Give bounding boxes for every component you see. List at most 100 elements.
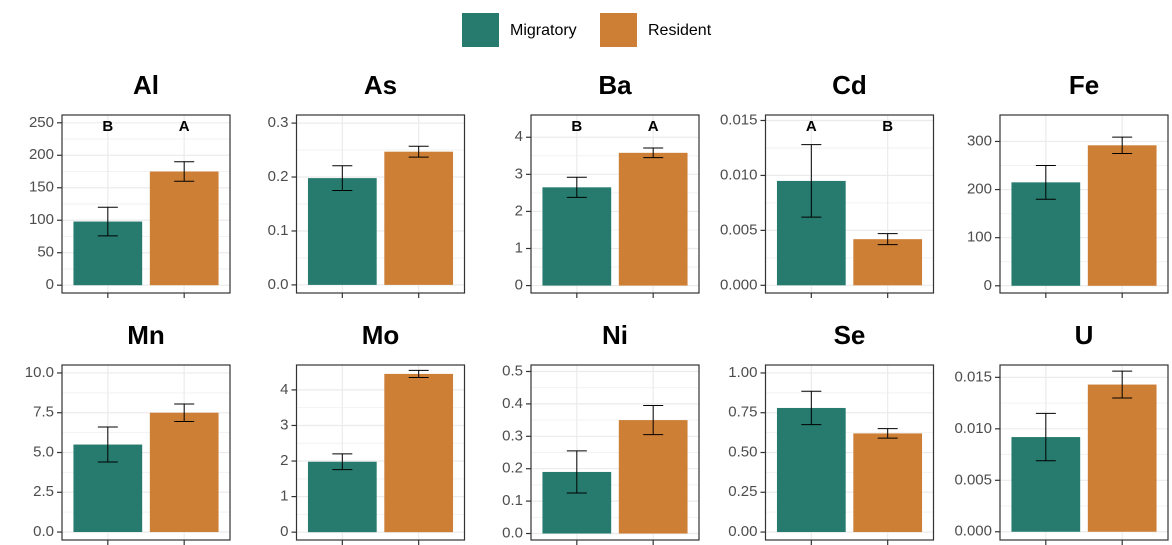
y-tick-label: 0.000 xyxy=(954,523,992,540)
bar xyxy=(618,152,688,286)
error-bar xyxy=(1035,165,1056,200)
y-tick-label: 0.0 xyxy=(33,523,54,540)
y-tick-label: 4 xyxy=(515,128,523,145)
panel-border xyxy=(61,114,231,294)
y-tick-label: 0 xyxy=(46,276,54,293)
panel-border xyxy=(295,364,466,541)
bar xyxy=(542,187,612,286)
error-bar xyxy=(174,161,195,182)
y-tick-label: 2.5 xyxy=(33,483,54,500)
error-bar xyxy=(801,144,822,218)
panel-border xyxy=(61,364,231,541)
y-tick-label: 2 xyxy=(280,452,288,469)
bar xyxy=(307,461,377,533)
panel-border xyxy=(530,114,700,294)
bar xyxy=(853,239,923,286)
error-bar xyxy=(408,369,429,378)
y-tick-label: 10.0 xyxy=(25,364,54,381)
y-tick-label: 100 xyxy=(967,229,992,246)
panel-title: Mn xyxy=(127,320,165,350)
error-bar xyxy=(1112,370,1133,399)
error-bar xyxy=(97,206,118,237)
panel-title: Cd xyxy=(832,70,867,100)
legend-swatch xyxy=(462,13,499,47)
error-bar xyxy=(566,176,587,198)
bar xyxy=(1087,384,1157,532)
panel-title: Mo xyxy=(362,320,400,350)
significance-letter: A xyxy=(648,118,659,135)
error-bar xyxy=(566,450,587,494)
bar xyxy=(776,407,846,533)
y-tick-label: 250 xyxy=(29,114,54,131)
panel-title: Se xyxy=(834,320,866,350)
panel-title: U xyxy=(1075,320,1094,350)
y-tick-label: 200 xyxy=(967,181,992,198)
bar xyxy=(618,420,688,534)
bar xyxy=(384,373,454,533)
y-tick-label: 0.5 xyxy=(502,362,523,379)
y-tick-label: 0.3 xyxy=(268,114,289,131)
error-bar xyxy=(332,165,353,192)
y-tick-label: 0.005 xyxy=(954,471,992,488)
y-tick-label: 0.2 xyxy=(502,460,523,477)
panel-title: Al xyxy=(133,70,159,100)
bar xyxy=(853,433,923,533)
panel-border xyxy=(999,114,1169,294)
error-bar xyxy=(643,147,664,159)
y-tick-label: 0 xyxy=(984,277,992,294)
y-tick-label: 0.005 xyxy=(720,221,758,238)
bar xyxy=(384,151,454,285)
y-tick-label: 300 xyxy=(967,132,992,149)
panel-border xyxy=(764,114,935,294)
y-tick-label: 0.0 xyxy=(268,276,289,293)
y-tick-label: 200 xyxy=(29,146,54,163)
panel-border xyxy=(530,364,700,541)
bar xyxy=(1087,145,1157,286)
y-tick-label: 0.2 xyxy=(268,168,289,185)
y-tick-label: 0.1 xyxy=(502,492,523,509)
legend-swatch xyxy=(600,13,637,47)
y-tick-label: 0.0 xyxy=(502,524,523,541)
bar xyxy=(149,171,219,286)
panel-title: Ni xyxy=(602,320,628,350)
panel-border xyxy=(295,114,466,294)
bar xyxy=(149,412,219,533)
error-bar xyxy=(877,233,898,246)
y-tick-label: 0.000 xyxy=(720,276,758,293)
y-tick-label: 50 xyxy=(37,244,54,261)
panel-title: As xyxy=(364,70,397,100)
y-tick-label: 3 xyxy=(280,416,288,433)
y-tick-label: 4 xyxy=(280,381,288,398)
significance-letter: B xyxy=(571,118,582,135)
y-tick-label: 0.1 xyxy=(268,222,289,239)
y-tick-label: 0.25 xyxy=(728,483,757,500)
panel-title: Fe xyxy=(1069,70,1099,100)
panel-border xyxy=(764,364,935,541)
error-bar xyxy=(408,145,429,158)
legend-label: Resident xyxy=(648,22,712,39)
y-tick-label: 1 xyxy=(280,488,288,505)
y-tick-label: 0 xyxy=(280,523,288,540)
error-bar xyxy=(174,403,195,422)
y-tick-label: 0.010 xyxy=(954,420,992,437)
y-tick-label: 0.015 xyxy=(720,111,758,128)
y-tick-label: 0.00 xyxy=(728,523,757,540)
significance-letter: A xyxy=(179,118,190,135)
y-tick-label: 7.5 xyxy=(33,404,54,421)
error-bar xyxy=(97,426,118,463)
y-tick-label: 150 xyxy=(29,179,54,196)
error-bar xyxy=(1112,136,1133,154)
error-bar xyxy=(643,405,664,436)
bar xyxy=(307,178,377,285)
y-tick-label: 0.3 xyxy=(502,427,523,444)
y-tick-label: 2 xyxy=(515,202,523,219)
panel-border xyxy=(999,364,1169,541)
y-tick-label: 0.4 xyxy=(502,395,523,412)
significance-letter: B xyxy=(882,118,893,135)
y-tick-label: 100 xyxy=(29,211,54,228)
error-bar xyxy=(1035,412,1056,462)
significance-letter: A xyxy=(806,118,817,135)
y-tick-label: 0.75 xyxy=(728,404,757,421)
